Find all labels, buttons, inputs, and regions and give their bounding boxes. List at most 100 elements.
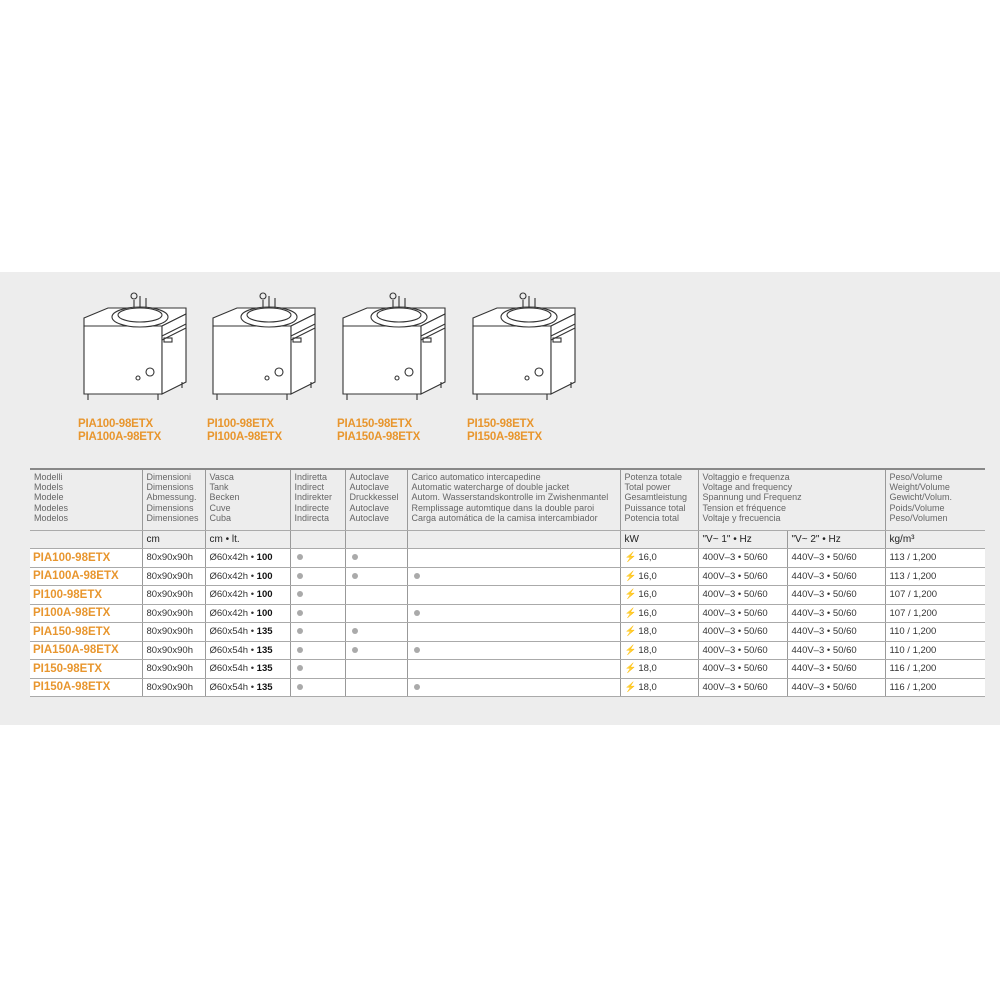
- cell-dimensions: 80x90x90h: [141, 604, 205, 623]
- table-row: PIA150A-98ETX 80x90x90h Ø60x54h • 135 ⚡ 18,0…: [30, 641, 985, 660]
- cell-autoclave: [344, 548, 407, 568]
- cell-watercharge: [406, 641, 620, 660]
- cell-power: ⚡ 16,0: [619, 548, 698, 568]
- cell-power: ⚡ 18,0: [619, 678, 698, 697]
- header-line: Gewicht/Volum.: [889, 492, 953, 503]
- unit-row: cm cm • lt. kW "V~ 1" • Hz "V~ 2" • Hz k…: [30, 530, 985, 549]
- cell-weight: 113 / 1,200: [884, 567, 985, 586]
- bullet-dot-icon: [351, 554, 358, 561]
- header-line: Modele: [34, 492, 64, 503]
- bullet-dot-icon: [351, 628, 358, 635]
- cell-power: ⚡ 16,0: [619, 585, 698, 605]
- product-figure: PIA100-98ETX PIA100A-98ETX: [78, 290, 208, 444]
- unit-dimensions: cm: [141, 530, 205, 549]
- header-line: Indirecte: [294, 502, 330, 513]
- cell-autoclave: [344, 604, 407, 623]
- header-line: Vasca: [209, 472, 234, 482]
- tank-liters: 100: [256, 552, 273, 564]
- cell-v1: 400V–3 • 50/60: [697, 585, 787, 605]
- header-line: Autoclave: [349, 502, 390, 513]
- cell-model: PIA100A-98ETX: [30, 567, 142, 586]
- header-line: Spannung und Frequenz: [702, 492, 802, 503]
- header-line: Indirekter: [294, 492, 333, 503]
- product-caption: PI100-98ETX: [207, 418, 274, 430]
- unit-weight: kg/m³: [884, 530, 985, 549]
- cell-v2: 440V–3 • 50/60: [786, 641, 885, 660]
- spec-table: Modelli Models Modele Modeles Modelos Dimens…: [30, 468, 985, 697]
- cell-v1: 400V–3 • 50/60: [697, 604, 787, 623]
- cell-weight: 116 / 1,200: [884, 678, 985, 697]
- unit-power: kW: [619, 530, 698, 549]
- power-value: 16,0: [638, 570, 657, 582]
- cell-weight: 110 / 1,200: [884, 641, 985, 660]
- product-caption: PI100A-98ETX: [207, 431, 282, 443]
- header-line: Abmessung.: [146, 492, 197, 503]
- product-caption: PIA100A-98ETX: [78, 431, 162, 443]
- tank-size: Ø60x54h •: [209, 644, 255, 656]
- cell-dimensions: 80x90x90h: [141, 548, 205, 568]
- tank-size: Ø60x54h •: [209, 681, 255, 693]
- product-figure: PI100-98ETX PI100A-98ETX: [207, 290, 337, 444]
- header-indirect: Indiretta Indirect Indirekter Indirecte Indi…: [289, 468, 345, 531]
- cell-power: ⚡ 16,0: [619, 567, 698, 586]
- kettle-illustration: [337, 290, 467, 410]
- lightning-bolt-icon: ⚡: [624, 570, 637, 582]
- table-row: PIA100-98ETX 80x90x90h Ø60x42h • 100 ⚡ 16,0 4…: [30, 548, 985, 568]
- kettle-illustration: [207, 290, 337, 410]
- header-line: Peso/Volumen: [889, 512, 948, 523]
- cell-v2: 440V–3 • 50/60: [786, 678, 885, 697]
- cell-weight: 113 / 1,200: [884, 548, 985, 568]
- tank-liters: 135: [256, 681, 273, 693]
- header-line: Autoclave: [349, 482, 390, 493]
- cell-v2: 440V–3 • 50/60: [786, 548, 885, 568]
- bullet-dot-icon: [413, 646, 420, 653]
- header-line: Poids/Volume: [889, 502, 945, 513]
- header-line: Voltaggio e frequenza: [702, 472, 790, 482]
- unit-v1: "V~ 1" • Hz: [697, 530, 787, 549]
- cell-tank: Ø60x42h • 100: [204, 548, 290, 568]
- table-row: PI100-98ETX 80x90x90h Ø60x42h • 100 ⚡ 16,0 40…: [30, 585, 985, 605]
- bullet-dot-icon: [413, 572, 420, 579]
- header-line: Automatic watercharge of double jacket: [411, 482, 570, 493]
- lightning-bolt-icon: ⚡: [624, 663, 637, 675]
- cell-autoclave: [344, 567, 407, 586]
- header-line: Peso/Volume: [889, 472, 943, 482]
- header-line: Dimensiones: [146, 512, 199, 523]
- kettle-illustration: [467, 290, 597, 410]
- cell-indirect: [289, 678, 345, 697]
- cell-power: ⚡ 16,0: [619, 604, 698, 623]
- header-line: Dimensions: [146, 482, 194, 493]
- table-row: PIA100A-98ETX 80x90x90h Ø60x42h • 100 ⚡ 16,0…: [30, 567, 985, 586]
- tank-size: Ø60x42h •: [209, 552, 255, 564]
- unit-models: [30, 530, 142, 549]
- cell-v1: 400V–3 • 50/60: [697, 622, 787, 642]
- bullet-dot-icon: [296, 609, 303, 616]
- unit-v2: "V~ 2" • Hz: [786, 530, 885, 549]
- tank-liters: 135: [256, 644, 273, 656]
- table-row: PI150-98ETX 80x90x90h Ø60x54h • 135 ⚡ 18,0 40…: [30, 659, 985, 679]
- product-caption: PIA100-98ETX: [78, 418, 153, 430]
- header-line: Weight/Volume: [889, 482, 950, 493]
- cell-weight: 110 / 1,200: [884, 622, 985, 642]
- tank-size: Ø60x54h •: [209, 626, 255, 638]
- cell-v1: 400V–3 • 50/60: [697, 567, 787, 586]
- header-models: Modelli Models Modele Modeles Modelos: [30, 468, 142, 531]
- header-line: Remplissage automtique dans la double pa…: [411, 502, 595, 513]
- cell-indirect: [289, 567, 345, 586]
- header-voltage: Voltaggio e frequenza Voltage and frequen…: [697, 468, 885, 531]
- tank-size: Ø60x42h •: [209, 570, 255, 582]
- cell-autoclave: [344, 678, 407, 697]
- cell-autoclave: [344, 585, 407, 605]
- table-row: PI100A-98ETX 80x90x90h Ø60x42h • 100 ⚡ 16,0 4…: [30, 604, 985, 623]
- tank-size: Ø60x42h •: [209, 589, 255, 601]
- header-line: Gesamtleistung: [624, 492, 688, 503]
- header-dimensions: Dimensioni Dimensions Abmessung. Dimensions…: [141, 468, 205, 531]
- kettle-illustration: [78, 290, 208, 410]
- table-row: PIA150-98ETX 80x90x90h Ø60x54h • 135 ⚡ 18,0 4…: [30, 622, 985, 642]
- header-line: Total power: [624, 482, 671, 493]
- header-line: Puissance total: [624, 502, 686, 513]
- bullet-dot-icon: [351, 572, 358, 579]
- header-line: Dimensions: [146, 502, 194, 513]
- cell-dimensions: 80x90x90h: [141, 585, 205, 605]
- cell-dimensions: 80x90x90h: [141, 659, 205, 679]
